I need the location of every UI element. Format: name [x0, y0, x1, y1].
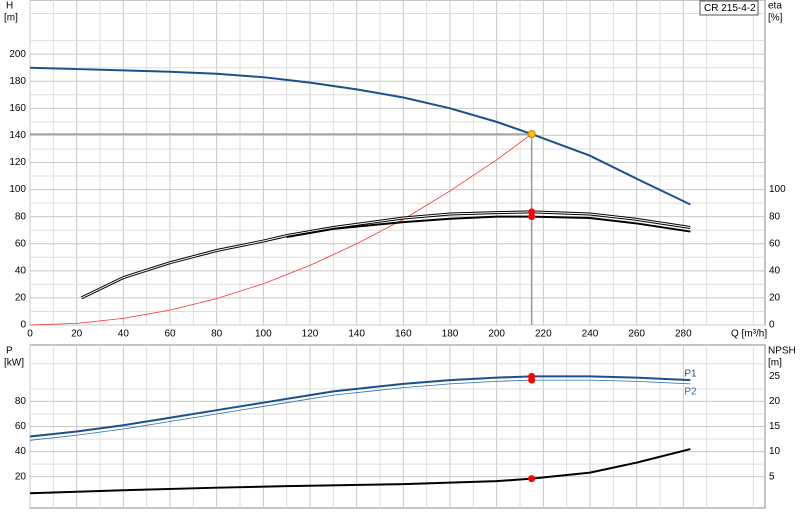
duty-point: [528, 475, 536, 483]
y-tick-label: 140: [9, 130, 26, 141]
y-tick-label: 180: [9, 76, 26, 87]
series-label: P1: [684, 369, 697, 380]
y2-tick-label: 10: [769, 446, 781, 457]
x-axis-label: Q [m³/h]: [731, 329, 767, 340]
x-tick-label: 260: [628, 329, 645, 340]
x-tick-label: 240: [582, 329, 599, 340]
series-label: P2: [684, 387, 697, 398]
curve: [29, 66, 691, 206]
y-tick-label: 200: [9, 49, 26, 60]
x-tick-label: 40: [118, 329, 130, 340]
x-tick-label: 180: [442, 329, 459, 340]
duty-point: [527, 130, 536, 139]
y2-tick-label: 40: [769, 265, 781, 276]
x-tick-label: 20: [71, 329, 83, 340]
y2-axis-unit: [%]: [768, 13, 783, 24]
y-axis-unit: [kW]: [4, 358, 24, 369]
y2-tick-label: 25: [769, 371, 781, 382]
y2-tick-label: 0: [769, 320, 775, 331]
y2-tick-label: 100: [769, 184, 786, 195]
curve-inner: [81, 211, 691, 299]
curve: [29, 375, 691, 438]
y2-tick-label: 20: [769, 293, 781, 304]
x-tick-label: 120: [302, 329, 319, 340]
x-tick-label: 60: [164, 329, 176, 340]
y-axis-label: P: [6, 346, 13, 357]
y2-axis-label: NPSH: [768, 346, 796, 357]
duty-point: [528, 376, 536, 384]
y-tick-label: 20: [15, 471, 27, 482]
curve: [286, 215, 691, 238]
y-tick-label: 80: [15, 396, 27, 407]
y-tick-label: 60: [15, 238, 27, 249]
y2-tick-label: 15: [769, 421, 781, 432]
y2-axis-label: eta: [768, 1, 782, 12]
y2-tick-label: 20: [769, 396, 781, 407]
model-label: CR 215-4-2: [704, 3, 756, 14]
y-tick-label: 0: [20, 320, 26, 331]
x-tick-label: 100: [255, 329, 272, 340]
y-tick-label: 40: [15, 446, 27, 457]
legend-box: [699, 0, 759, 16]
y-tick-label: 120: [9, 157, 26, 168]
x-tick-label: 280: [675, 329, 692, 340]
y2-tick-label: 60: [769, 238, 781, 249]
y2-axis-unit: [m]: [768, 358, 782, 369]
y-tick-label: 80: [15, 211, 27, 222]
y-tick-label: 160: [9, 103, 26, 114]
curve: [29, 379, 691, 441]
x-tick-label: 80: [211, 329, 223, 340]
duty-point: [528, 208, 536, 216]
curve: [29, 448, 691, 495]
x-tick-label: 160: [395, 329, 412, 340]
x-tick-label: 140: [348, 329, 365, 340]
x-tick-label: 0: [27, 329, 33, 340]
y-tick-label: 60: [15, 421, 27, 432]
y-tick-label: 40: [15, 265, 27, 276]
x-tick-label: 220: [535, 329, 552, 340]
y-tick-label: 20: [15, 293, 27, 304]
y2-tick-label: 5: [769, 471, 775, 482]
x-tick-label: 200: [488, 329, 505, 340]
y2-tick-label: 80: [769, 211, 781, 222]
y-tick-label: 100: [9, 184, 26, 195]
y-axis-unit: [m]: [4, 13, 18, 24]
y-axis-label: H: [6, 1, 13, 12]
curve: [29, 133, 532, 326]
